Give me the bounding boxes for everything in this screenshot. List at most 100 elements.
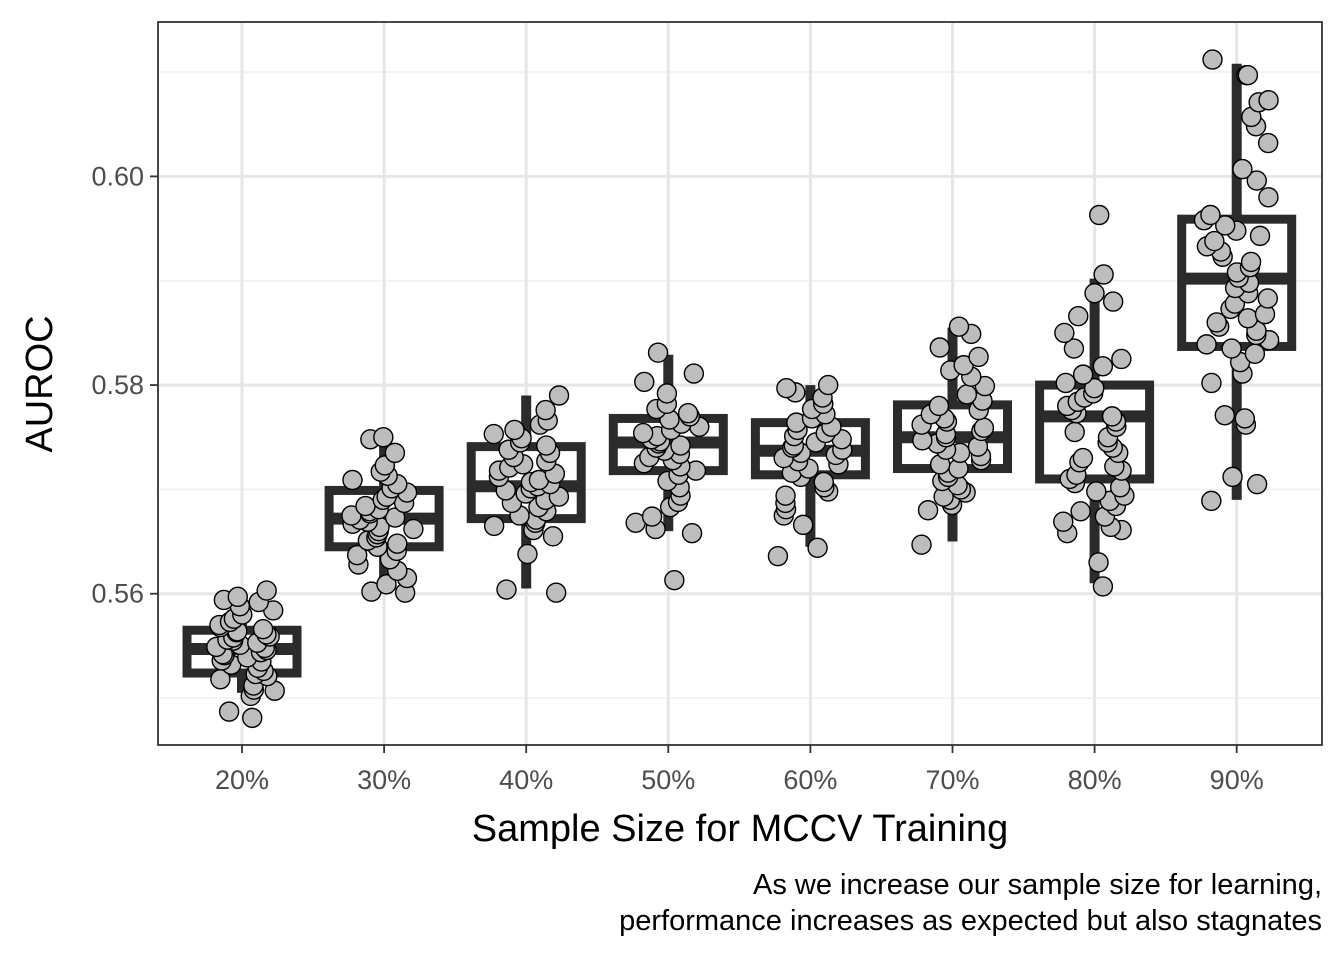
points-60%: [767, 374, 853, 567]
data-point: [1111, 348, 1132, 370]
data-point: [1201, 372, 1222, 394]
y-axis: 0.56 0.58 0.60: [91, 161, 158, 609]
data-point: [376, 574, 397, 595]
data-point: [1200, 204, 1221, 226]
data-point: [342, 469, 363, 491]
data-point: [792, 514, 814, 536]
data-point: [1053, 511, 1074, 532]
data-point: [373, 427, 394, 448]
data-point: [1086, 481, 1107, 502]
data-point: [1196, 334, 1217, 355]
y-tick-label: 0.56: [91, 579, 144, 609]
data-point: [1068, 306, 1089, 327]
data-point: [535, 399, 556, 421]
data-point: [1244, 343, 1266, 364]
data-point: [483, 515, 505, 537]
data-point: [1088, 552, 1109, 573]
data-point: [1070, 501, 1091, 522]
x-axis-title: Sample Size for MCCV Training: [472, 808, 1008, 850]
data-point: [968, 346, 989, 368]
data-point: [1222, 466, 1243, 488]
data-point: [681, 523, 703, 544]
data-point: [1257, 132, 1279, 154]
data-point: [1055, 372, 1076, 394]
data-point: [683, 363, 705, 384]
data-point: [346, 544, 368, 566]
data-point: [670, 435, 691, 456]
data-point: [634, 371, 655, 393]
data-point: [956, 384, 978, 405]
data-point: [218, 701, 240, 722]
data-point: [928, 395, 950, 417]
x-tick-label: 30%: [357, 765, 411, 795]
data-point: [1092, 576, 1114, 597]
points-70%: [911, 316, 996, 555]
data-point: [1202, 49, 1223, 70]
x-tick-label: 70%: [925, 765, 979, 795]
data-point: [1240, 251, 1262, 273]
points-40%: [483, 385, 570, 603]
data-point: [536, 435, 557, 456]
data-point: [948, 316, 970, 337]
data-point: [776, 377, 797, 399]
x-tick-label: 50%: [641, 765, 695, 795]
data-point: [1246, 170, 1267, 191]
data-point: [483, 423, 504, 445]
data-point: [1084, 283, 1105, 304]
x-tick-label: 80%: [1068, 765, 1122, 795]
data-point: [1246, 473, 1268, 495]
data-point: [911, 534, 932, 555]
data-point: [1258, 90, 1279, 111]
points-80%: [1053, 204, 1135, 597]
data-point: [647, 342, 669, 363]
data-point: [355, 495, 376, 517]
data-point: [813, 471, 834, 493]
data-point: [1258, 187, 1279, 208]
plot-panel-border: [157, 21, 1323, 746]
data-point: [1072, 447, 1094, 469]
data-point: [1237, 65, 1259, 86]
data-point: [775, 485, 796, 506]
x-tick-label: 20%: [215, 765, 269, 795]
data-point: [1206, 312, 1227, 333]
caption-line-2: performance increases as expected but al…: [619, 905, 1322, 937]
data-point: [1093, 264, 1114, 285]
data-point: [1221, 338, 1242, 359]
data-point: [767, 545, 789, 567]
data-point: [242, 707, 263, 729]
data-point: [1234, 408, 1256, 429]
data-point: [252, 618, 274, 640]
data-point: [542, 526, 564, 547]
data-point: [632, 422, 654, 444]
points-layer: [206, 49, 1280, 729]
points-30%: [341, 427, 424, 603]
data-point: [1249, 225, 1271, 247]
data-point: [227, 586, 248, 608]
x-axis: 20% 30% 40% 50% 60% 70% 80% 90%: [215, 745, 1264, 795]
data-point: [496, 579, 517, 600]
data-point: [1084, 377, 1105, 399]
data-point: [1215, 215, 1236, 236]
data-point: [1101, 406, 1123, 427]
data-point: [384, 442, 406, 464]
data-point: [545, 582, 567, 603]
data-point: [504, 419, 525, 441]
data-point: [664, 569, 685, 591]
data-point: [1092, 356, 1114, 377]
data-point: [1204, 230, 1225, 252]
x-tick-label: 60%: [783, 765, 837, 795]
data-point: [973, 417, 995, 439]
data-point: [817, 374, 839, 396]
caption-line-1: As we increase our sample size for learn…: [753, 869, 1322, 901]
data-point: [1063, 338, 1085, 359]
points-90%: [1193, 49, 1280, 512]
data-point: [917, 500, 939, 521]
data-point: [548, 385, 570, 406]
data-point: [807, 537, 828, 559]
data-point: [1089, 204, 1110, 226]
y-axis-title: AUROC: [19, 315, 61, 452]
data-point: [1257, 288, 1279, 309]
data-point: [403, 518, 424, 540]
data-point: [1232, 158, 1253, 180]
